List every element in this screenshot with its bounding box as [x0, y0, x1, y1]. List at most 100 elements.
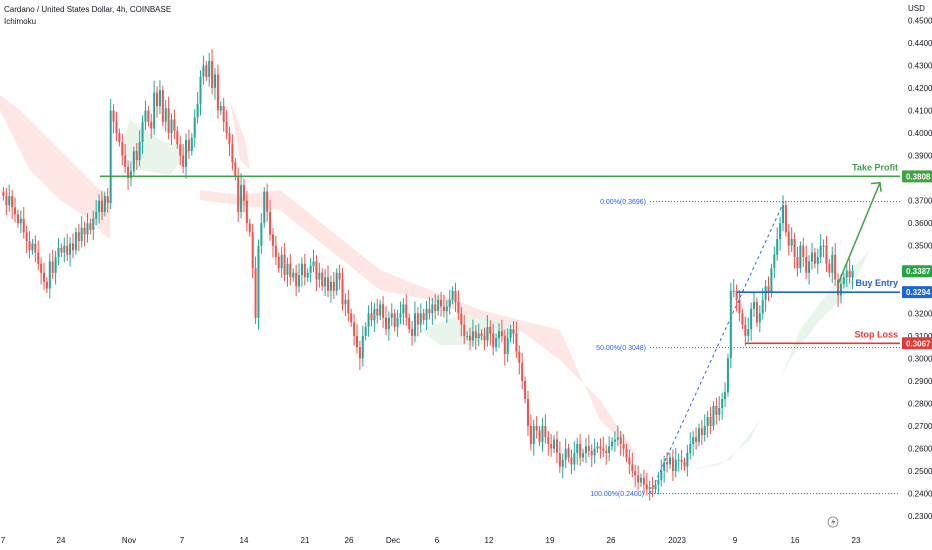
candle-body	[60, 247, 63, 253]
candle-body	[683, 462, 686, 467]
y-tick-label: 0.4400	[908, 39, 932, 48]
candle-body	[112, 110, 115, 122]
y-tick-label: 0.2900	[908, 377, 932, 386]
candle-body	[645, 484, 648, 490]
candle-body	[767, 286, 770, 294]
candle-body	[593, 448, 596, 456]
candle-body	[703, 426, 706, 436]
candle-body	[98, 200, 101, 212]
x-tick-label: 21	[301, 536, 310, 545]
candle-body	[2, 191, 5, 197]
candle-body	[697, 428, 700, 442]
candle-body	[434, 304, 437, 312]
candle-body	[341, 279, 344, 305]
candle-body	[25, 232, 28, 242]
candle-body	[451, 290, 454, 300]
candle-body	[431, 304, 434, 314]
candle-body	[839, 284, 842, 296]
candle-body	[245, 200, 248, 224]
candle-body	[379, 304, 382, 316]
candle-body	[271, 234, 274, 246]
candle-body	[848, 270, 851, 278]
candle-body	[512, 329, 515, 334]
lightning-bolt-icon	[827, 516, 839, 528]
price-axis: USD 0.4500 0.4400 0.4300 0.4200 0.4100 0.4000 0…	[902, 4, 932, 521]
candle-body	[66, 245, 69, 255]
y-tick-label: 0.2700	[908, 422, 932, 431]
candle-body	[695, 437, 698, 442]
candle-body	[387, 317, 390, 330]
candle-body	[45, 281, 48, 289]
candles	[2, 49, 854, 501]
candle-body	[628, 457, 631, 465]
take-profit-label: Take Profit	[852, 162, 898, 172]
candle-body	[483, 335, 486, 341]
candle-body	[590, 450, 593, 456]
candle-body	[553, 439, 556, 449]
candle-body	[442, 306, 445, 312]
candle-body	[16, 214, 19, 224]
candle-body	[86, 223, 89, 235]
candle-body	[773, 254, 776, 269]
candle-body	[361, 335, 364, 359]
candle-body	[770, 268, 773, 294]
candle-body	[744, 324, 747, 336]
fib-label: 100.00%(0.2400)	[590, 491, 644, 498]
candle-body	[721, 398, 724, 408]
candle-body	[622, 444, 625, 449]
stop-loss-tag: 0.3067	[906, 339, 931, 348]
candle-body	[831, 254, 834, 273]
candle-body	[799, 245, 802, 269]
candle-body	[495, 338, 498, 348]
candle-body	[237, 175, 240, 212]
candle-body	[92, 218, 95, 230]
candle-body	[196, 103, 199, 118]
candle-body	[164, 108, 167, 122]
y-tick-label: 0.3700	[908, 197, 932, 206]
candle-body	[477, 333, 480, 339]
candle-body	[408, 317, 411, 330]
candle-body	[506, 338, 509, 354]
candle-body	[474, 331, 477, 339]
candle-body	[353, 322, 356, 336]
candle-body	[851, 271, 854, 278]
candle-body	[535, 426, 538, 431]
candle-body	[396, 317, 399, 327]
candle-body	[161, 90, 164, 122]
candle-body	[489, 326, 492, 334]
candle-body	[500, 331, 503, 336]
candle-body	[802, 245, 805, 258]
candle-body	[547, 437, 550, 445]
candle-body	[373, 308, 376, 321]
candle-body	[292, 272, 295, 278]
candle-body	[605, 450, 608, 454]
candle-body	[712, 405, 715, 427]
candle-body	[135, 151, 138, 161]
candle-body	[538, 430, 541, 442]
candle-body	[602, 448, 605, 451]
ichimoku-cloud	[0, 95, 870, 470]
candle-body	[526, 398, 529, 427]
candle-body	[460, 313, 463, 325]
x-tick-label: 9	[733, 536, 738, 545]
candle-body	[625, 448, 628, 458]
candle-body	[729, 290, 732, 359]
candle-body	[755, 302, 758, 323]
candle-body	[190, 137, 193, 152]
x-tick-label: 24	[57, 536, 66, 545]
x-tick-label: 16	[791, 536, 800, 545]
candle-body	[532, 426, 535, 445]
candle-body	[666, 462, 669, 465]
candle-body	[216, 74, 219, 111]
candle-body	[208, 60, 211, 77]
candle-body	[445, 306, 448, 312]
candle-body	[700, 428, 703, 436]
candle-body	[132, 151, 135, 172]
projection-arrowhead	[870, 181, 882, 192]
candle-body	[300, 263, 303, 276]
candle-body	[518, 351, 521, 363]
candle-body	[750, 308, 753, 330]
candle-body	[567, 448, 570, 458]
y-tick-label: 0.4100	[908, 107, 932, 116]
